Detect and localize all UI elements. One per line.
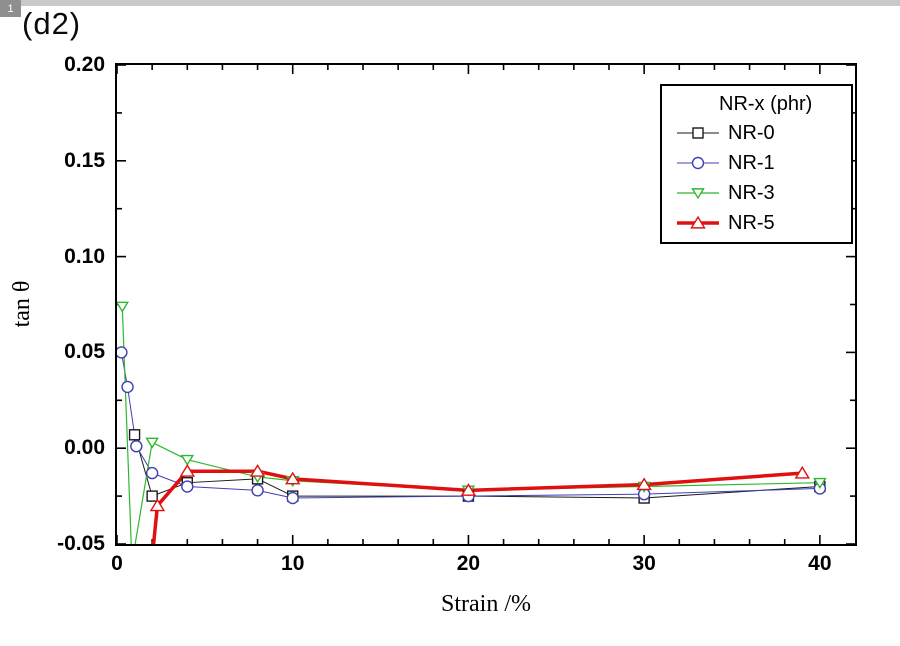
legend-sample-NR-1 (677, 156, 719, 170)
triangle-up-marker (249, 463, 266, 477)
square-marker (692, 127, 704, 139)
legend-title: NR-x (phr) (719, 93, 813, 115)
series-line-NR-5 (151, 469, 805, 544)
x-tick-label: 10 (281, 552, 305, 575)
legend-sample-NR-0 (677, 127, 719, 139)
triangle-up-marker (690, 215, 706, 229)
circle-marker (181, 480, 194, 493)
square-marker (146, 490, 158, 502)
series-line-NR-0 (134, 434, 821, 499)
x-tick-label: 20 (456, 552, 481, 575)
plot-svg (117, 65, 855, 544)
series-line-NR-1 (120, 351, 821, 499)
circle-marker (145, 466, 159, 480)
y-tick-label: 0.10 (64, 244, 105, 268)
y-tick-label: 0.15 (64, 148, 105, 172)
circle-marker (121, 380, 134, 394)
legend-entry-label: NR-0 (728, 121, 775, 144)
top-strip (0, 0, 900, 6)
triangle-up-marker (794, 465, 811, 479)
triangle-down-marker (145, 437, 159, 449)
legend-entry: NR-0 (675, 118, 851, 148)
legend-entries: NR-0 NR-1 NR-3 NR-5 (675, 118, 851, 238)
x-axis-title: Strain /% (441, 591, 531, 617)
circle-marker (691, 156, 705, 170)
legend-sample-NR-3 (677, 188, 719, 200)
triangle-down-marker (180, 454, 195, 466)
legend-entry: NR-3 (675, 178, 851, 208)
circle-marker (251, 484, 264, 497)
x-tick-label: 0 (111, 552, 123, 575)
legend-entry-label: NR-3 (728, 181, 775, 204)
y-tick-label: 0.20 (64, 53, 105, 76)
legend-entry: NR-5 (675, 208, 851, 238)
series-line-NR-3 (121, 305, 821, 544)
legend-entry-label: NR-1 (728, 151, 775, 174)
circle-marker (117, 346, 128, 359)
triangle-up-marker (284, 471, 301, 485)
square-marker (128, 429, 141, 441)
legend-entry-label: NR-5 (728, 211, 775, 234)
legend-entry: NR-1 (675, 148, 851, 178)
x-tick-label: 30 (632, 552, 656, 575)
y-tick-label: 0.00 (64, 436, 105, 460)
y-tick-label: -0.05 (57, 532, 105, 555)
triangle-up-marker (636, 477, 652, 491)
panel-label: (d2) (22, 6, 82, 41)
triangle-down-marker (117, 301, 130, 313)
triangle-up-marker (460, 483, 477, 496)
circle-marker (286, 491, 299, 505)
corner-badge-label: 1 (7, 2, 14, 15)
triangle-down-marker (691, 188, 705, 200)
circle-marker (130, 440, 143, 453)
x-tick-label: 40 (808, 552, 832, 575)
triangle-up-marker (149, 498, 166, 512)
triangle-down-marker (813, 477, 827, 489)
triangle-up-marker (179, 463, 196, 477)
y-tick-label: 0.05 (64, 340, 105, 364)
legend-sample-NR-5 (677, 215, 719, 229)
legend: NR-x (phr) NR-0 NR-1 NR-3 NR-5 (660, 84, 853, 244)
corner-badge: 1 (0, 0, 21, 17)
